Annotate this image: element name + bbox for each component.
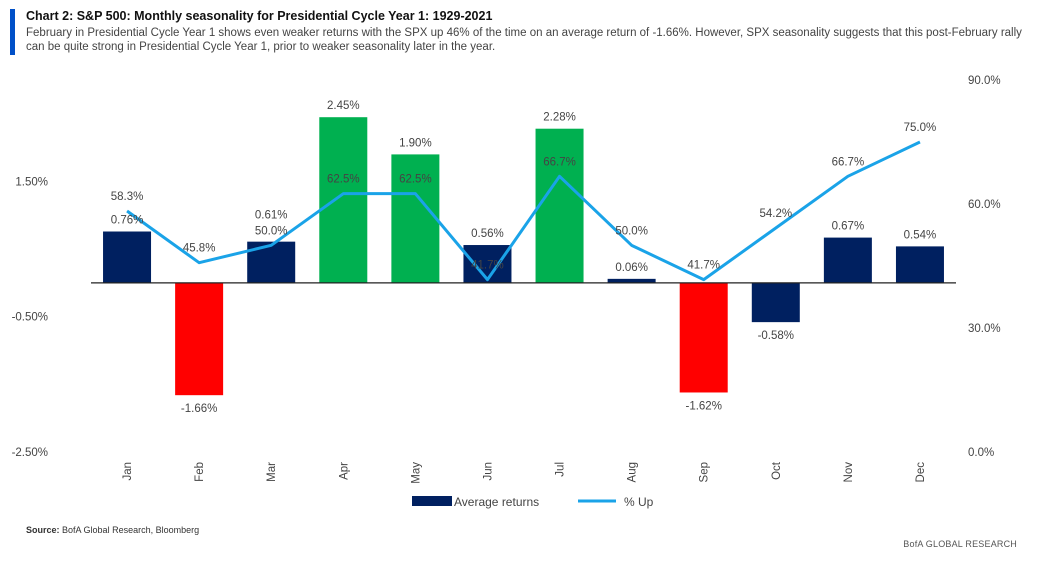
bar-aug (607, 278, 656, 283)
bar-value-label: 1.90% (399, 137, 432, 149)
line-value-label: 75.0% (904, 122, 937, 134)
right-tick-label: 30.0% (968, 323, 1001, 335)
left-tick-label: -2.50% (12, 447, 48, 459)
x-tick-label: Sep (699, 462, 711, 482)
pct-up-line (126, 140, 921, 282)
bar-jul (535, 128, 584, 283)
x-tick-label: Mar (266, 462, 278, 482)
line-value-label: 41.7% (687, 260, 720, 272)
x-tick-label: Nov (843, 462, 855, 483)
bar-apr (319, 117, 368, 283)
legend-swatch-bars (412, 496, 452, 506)
line-value-label: 54.2% (759, 208, 792, 220)
bar-value-label: 0.67% (832, 221, 865, 233)
line-value-label: 62.5% (327, 174, 360, 186)
bar-value-label: 0.06% (615, 262, 648, 274)
line-value-label: 62.5% (399, 174, 432, 186)
line-value-label: 45.8% (183, 243, 216, 255)
bar-sep (679, 282, 728, 393)
left-tick-label: -0.50% (12, 312, 48, 324)
bar-value-label: 2.45% (327, 100, 360, 112)
line-value-label: 58.3% (111, 191, 144, 203)
brand-footer: BofA GLOBAL RESEARCH (903, 539, 1017, 549)
left-tick-label: 1.50% (15, 176, 48, 188)
source-text: BofA Global Research, Bloomberg (62, 525, 200, 535)
bar-feb (175, 282, 224, 396)
bar-value-label: 0.61% (255, 209, 288, 221)
chart-title: Chart 2: S&P 500: Monthly seasonality fo… (26, 9, 493, 23)
bar-value-label: -1.62% (685, 400, 721, 412)
bar-dec (895, 246, 944, 283)
source-label: Source: (26, 525, 60, 535)
legend-label: Average returns (454, 495, 539, 509)
bar-value-label: 2.28% (543, 112, 576, 124)
x-tick-label: Apr (338, 462, 350, 480)
x-tick-label: Aug (627, 462, 639, 482)
x-tick-label: Jul (555, 462, 567, 477)
right-tick-label: 0.0% (968, 447, 994, 459)
source-note: Source: BofA Global Research, Bloomberg (26, 525, 199, 535)
line-value-label: 50.0% (255, 225, 288, 237)
bar-value-label: -1.66% (181, 403, 217, 415)
bar-value-label: -0.58% (758, 330, 794, 342)
accent-bar (10, 9, 15, 55)
bar-value-label: 0.54% (904, 229, 937, 241)
right-tick-label: 90.0% (968, 75, 1001, 87)
x-tick-label: Jun (482, 462, 494, 481)
bar-jan (103, 231, 152, 283)
line-value-label: 50.0% (615, 225, 648, 237)
x-tick-label: Feb (194, 462, 206, 482)
bar-oct (751, 282, 800, 323)
bar-nov (823, 237, 872, 283)
legend-label: % Up (624, 495, 654, 509)
chart-subtitle: February in Presidential Cycle Year 1 sh… (26, 27, 1022, 53)
x-tick-label: Oct (771, 461, 783, 480)
bar-value-label: 0.76% (111, 215, 144, 227)
bar-jun (463, 245, 512, 283)
bar-may (391, 154, 440, 283)
line-value-label: 66.7% (832, 156, 865, 168)
line-value-label: 66.7% (543, 156, 576, 168)
x-tick-label: Jan (122, 462, 134, 481)
x-tick-label: Dec (915, 462, 927, 483)
bar-value-label: 0.56% (471, 228, 504, 240)
x-tick-label: May (410, 462, 422, 484)
right-tick-label: 60.0% (968, 199, 1001, 211)
line-value-label: 41.7% (471, 260, 504, 272)
